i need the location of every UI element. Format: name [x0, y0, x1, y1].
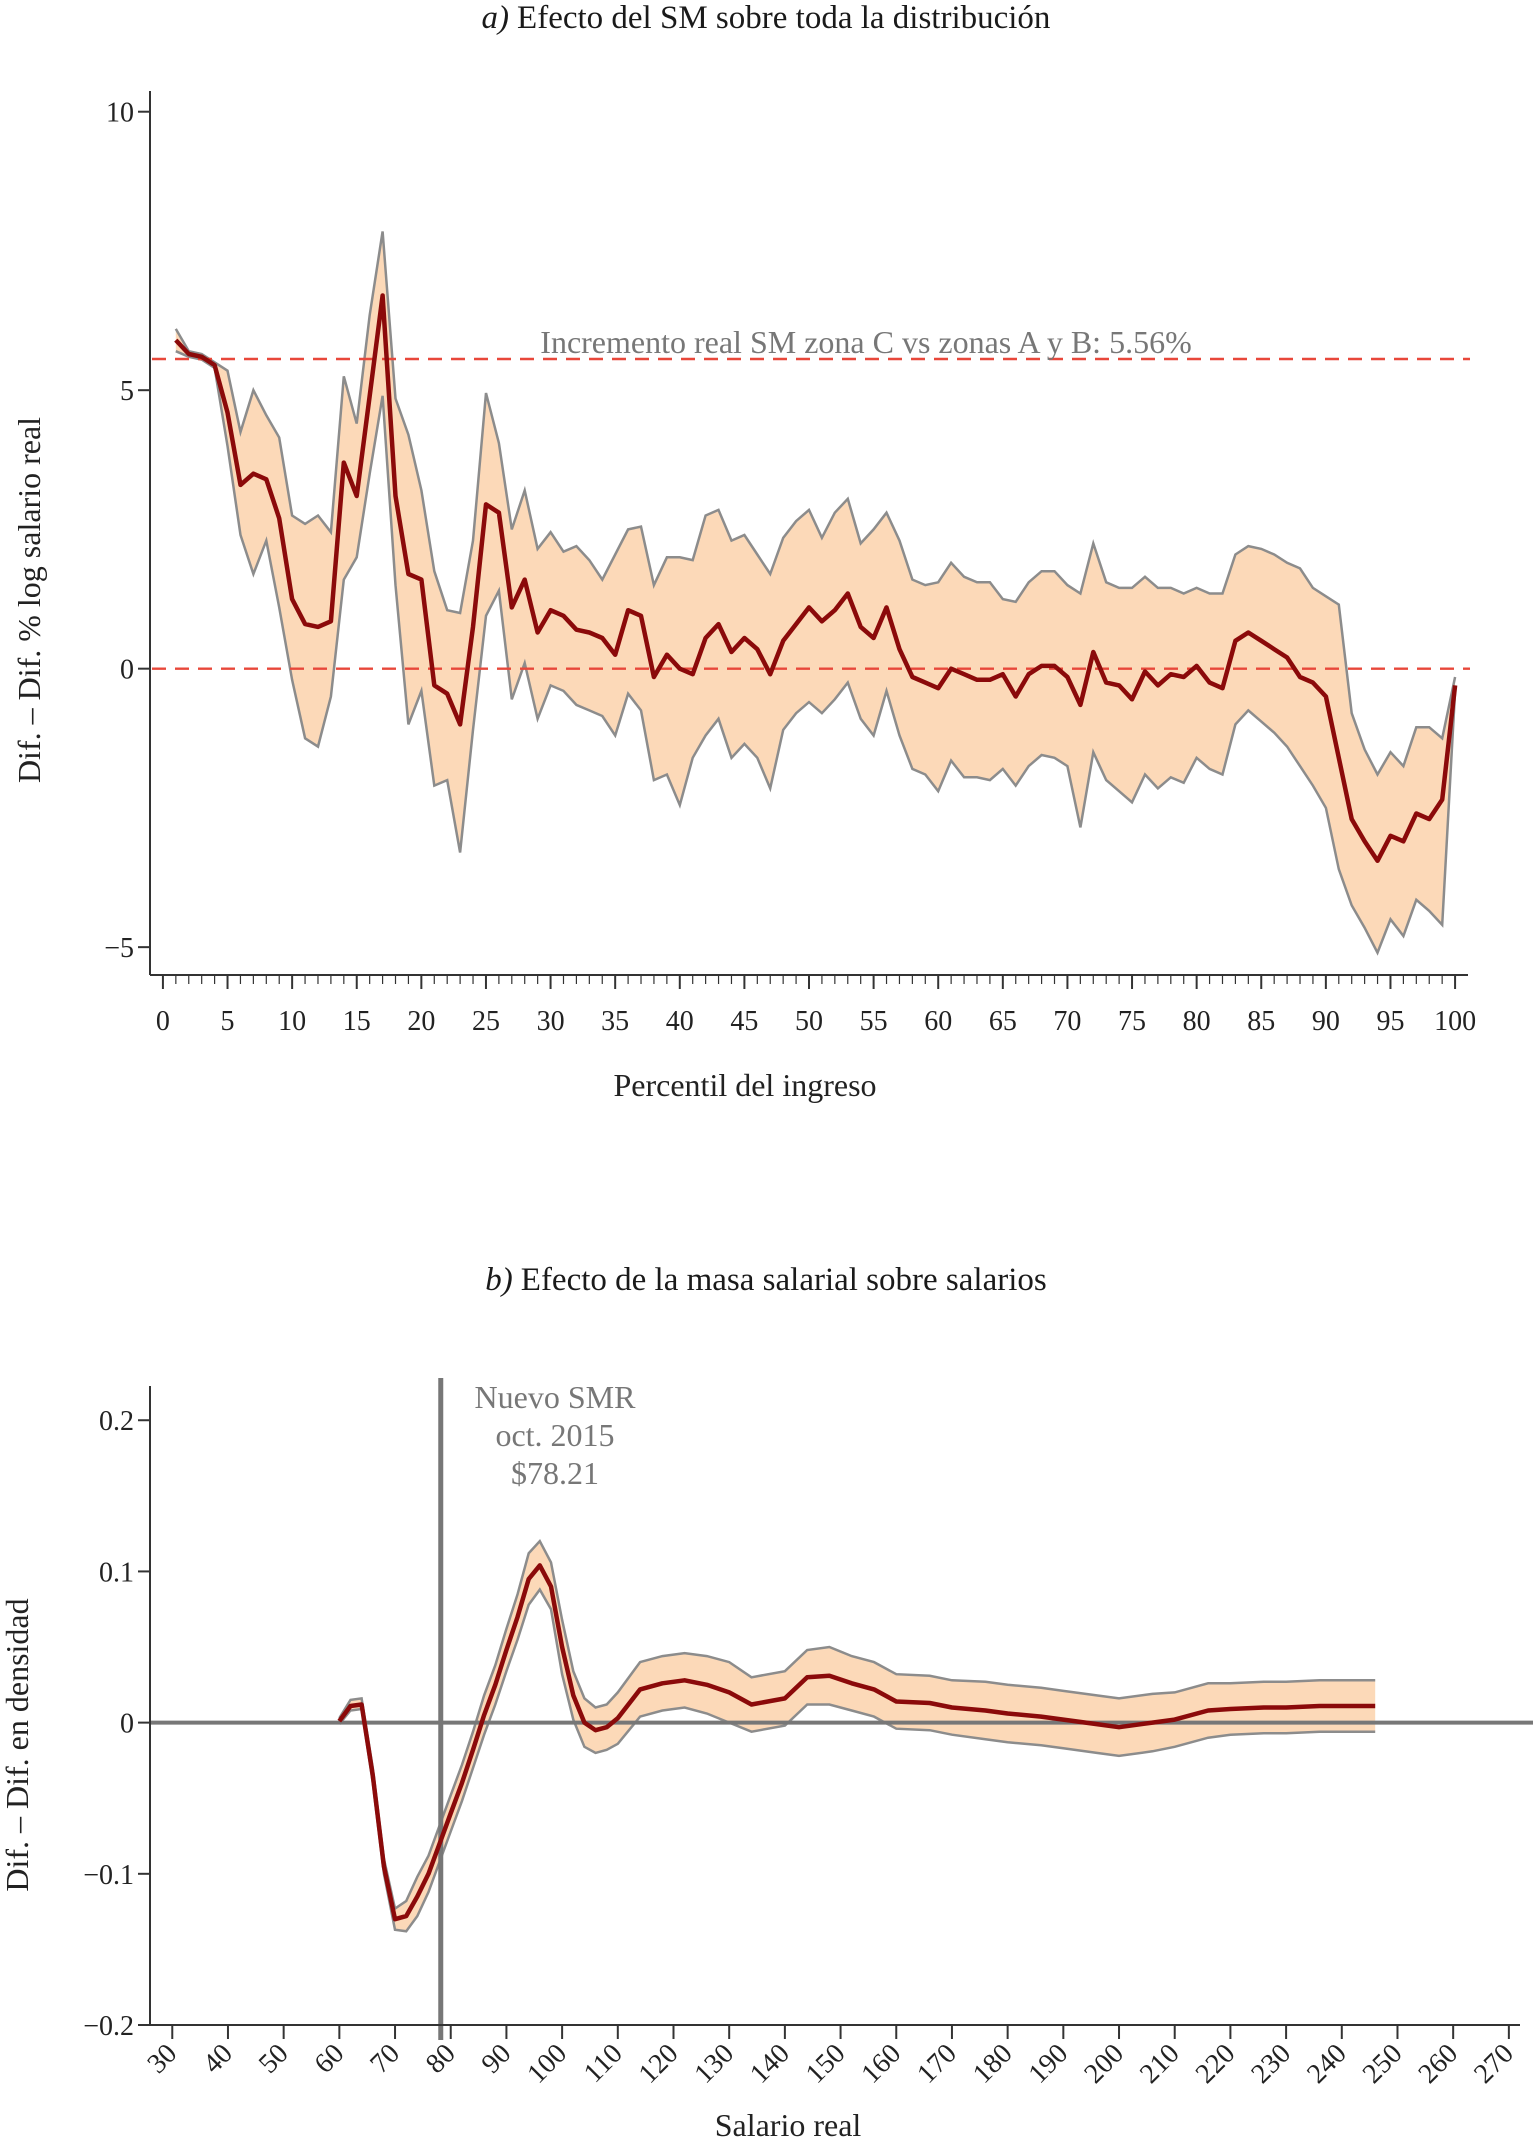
new-min-wage-label: Nuevo SMR: [475, 1379, 637, 1415]
panel-b-x-tick-label: 110: [578, 2038, 629, 2089]
panel-b-x-tick-label: 200: [1078, 2038, 1130, 2090]
panel-b-x-tick-label: 210: [1134, 2038, 1186, 2090]
panel-b-lower-bound: [338, 1587, 1376, 1933]
panel-b-y-tick-label: −0.1: [83, 1860, 134, 1891]
panel-a-reference-label: Incremento real SM zona C vs zonas A y B…: [540, 324, 1191, 360]
panel-a-x-tick-label: 0: [156, 1006, 170, 1037]
panel-a-y-tick-label: 5: [120, 376, 134, 407]
panel-b-x-tick-label: 220: [1190, 2038, 1242, 2090]
panel-a-x-tick-label: 65: [989, 1006, 1017, 1037]
panel-b-y-tick-label: 0: [120, 1709, 134, 1740]
new-min-wage-date: oct. 2015: [495, 1417, 614, 1453]
panel-b-x-tick-label: 150: [800, 2038, 852, 2090]
panel-b-x-tick-label: 190: [1023, 2038, 1075, 2090]
panel-b-x-tick-label: 50: [253, 2038, 295, 2080]
panel-b-x-tick-label: 260: [1413, 2038, 1465, 2090]
panel-a-y-axis-label: Dif. – Dif. % log salario real: [11, 417, 47, 783]
panel-b-x-tick-label: 80: [420, 2038, 462, 2080]
panel-a-x-tick-label: 25: [472, 1006, 500, 1037]
panel-b-x-tick-label: 100: [521, 2038, 573, 2090]
new-min-wage-value: $78.21: [511, 1455, 599, 1491]
panel-b-y-tick-label: −0.2: [83, 2011, 134, 2042]
panel-b-x-tick-label: 180: [967, 2038, 1019, 2090]
panel-b-x-tick-label: 140: [744, 2038, 796, 2090]
panel-a-y-tick-label: −5: [104, 933, 134, 964]
panel-a-lower-bound: [175, 350, 1457, 956]
panel-b-x-tick-label: 170: [911, 2038, 963, 2090]
panel-a-x-tick-label: 10: [278, 1006, 306, 1037]
panel-b-confidence-band: [339, 1541, 1376, 1932]
panel-a-x-tick-label: 45: [730, 1006, 758, 1037]
panel-b-x-tick-label: 70: [364, 2038, 406, 2080]
panel-a-x-tick-label: 40: [666, 1006, 694, 1037]
panel-b-x-axis-label: Salario real: [715, 2107, 862, 2143]
panel-b-y-tick-label: 0.2: [99, 1406, 134, 1437]
panel-a-y-tick-label: 10: [106, 98, 134, 129]
panel-b-x-tick-label: 40: [197, 2038, 239, 2080]
panel-a-x-tick-label: 95: [1376, 1006, 1404, 1037]
panel-a-x-tick-label: 80: [1183, 1006, 1211, 1037]
panel-b-x-tick-label: 120: [633, 2038, 685, 2090]
panel-a-x-tick-label: 90: [1312, 1006, 1340, 1037]
panel-b-y-axis-label: Dif. – Dif. en densidad: [0, 1598, 35, 1891]
panel-a-x-tick-label: 35: [601, 1006, 629, 1037]
panel-b-x-tick-label: 230: [1245, 2038, 1297, 2090]
panel-a-x-axis-label: Percentil del ingreso: [613, 1067, 876, 1103]
panel-b-x-tick-label: 130: [689, 2038, 741, 2090]
panel-b-x-tick-label: 160: [856, 2038, 908, 2090]
panel-a-x-tick-label: 75: [1118, 1006, 1146, 1037]
panel-b-x-tick-label: 90: [476, 2038, 518, 2080]
panel-a: a) Efecto del SM sobre toda la distribuci…: [11, 0, 1476, 1103]
panel-b-estimate-line: [337, 1563, 1376, 1922]
panel-a-x-tick-label: 60: [924, 1006, 952, 1037]
panel-a-x-tick-label: 55: [860, 1006, 888, 1037]
panel-a-x-tick-label: 20: [407, 1006, 435, 1037]
panel-b-x-tick-label: 240: [1301, 2038, 1353, 2090]
panel-b-x-tick-label: 250: [1357, 2038, 1409, 2090]
panel-a-x-tick-label: 85: [1247, 1006, 1275, 1037]
panel-a-x-tick-label: 100: [1434, 1006, 1476, 1037]
panel-a-x-tick-label: 30: [537, 1006, 565, 1037]
panel-a-x-tick-label: 15: [343, 1006, 371, 1037]
panel-a-confidence-band: [175, 231, 1456, 953]
panel-a-x-tick-label: 70: [1053, 1006, 1081, 1037]
panel-a-title: a) Efecto del SM sobre toda la distribuci…: [482, 0, 1051, 36]
panel-a-x-tick-label: 5: [221, 1006, 235, 1037]
panel-b-y-tick-label: 0.1: [99, 1557, 134, 1588]
panel-b: b) Efecto de la masa salarial sobre salar…: [0, 1262, 1533, 2143]
panel-a-upper-bound: [174, 231, 1457, 778]
panel-a-y-tick-label: 0: [120, 655, 134, 686]
panel-b-title: b) Efecto de la masa salarial sobre salar…: [485, 1262, 1046, 1298]
panel-b-x-tick-label: 30: [142, 2038, 184, 2080]
panel-b-x-tick-label: 60: [309, 2038, 351, 2080]
panel-b-x-tick-label: 270: [1468, 2038, 1520, 2090]
panel-a-estimate-line: [174, 293, 1458, 864]
panel-a-x-tick-label: 50: [795, 1006, 823, 1037]
